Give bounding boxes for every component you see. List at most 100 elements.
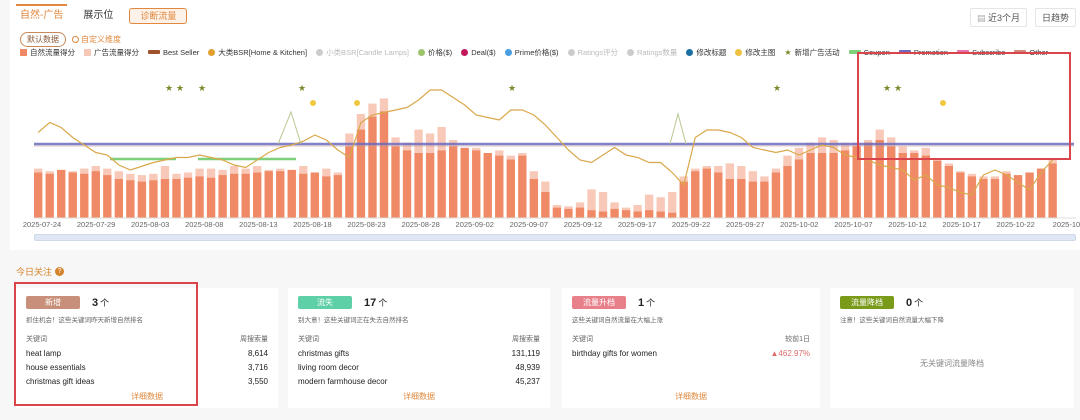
keyword-cell[interactable]: birthday gifts for women — [572, 349, 657, 358]
legend-item[interactable]: Promotion — [898, 48, 948, 57]
chart-controls: ▤ 近3个月 日趋势 — [969, 8, 1076, 27]
star-icon: ★ — [773, 83, 781, 93]
legend-item[interactable]: ★ 新增广告活动 — [784, 47, 840, 57]
tab-placement[interactable]: 展示位 — [83, 10, 114, 21]
legend-item[interactable]: 修改主图 — [735, 47, 775, 58]
x-axis-tick: 2025-10-17 — [942, 220, 981, 229]
legend-item[interactable]: 价格($) — [418, 47, 452, 58]
x-axis-tick: 2025-08-13 — [239, 220, 278, 229]
x-axis-tick: 2025-08-23 — [347, 220, 386, 229]
bar-swatch-icon — [148, 50, 160, 54]
dot-swatch-icon — [686, 48, 694, 56]
custom-metrics-button[interactable]: 自定义维度 — [72, 34, 121, 45]
question-icon[interactable]: ? — [55, 267, 65, 276]
status-badge: 流量升档 — [572, 295, 626, 309]
settings-icon — [72, 36, 79, 43]
bar-swatch-icon — [848, 50, 861, 54]
table-header: 关键词 周搜索量 — [298, 336, 540, 343]
legend-item[interactable]: 小类BSR[Candle Lamps] — [316, 47, 409, 58]
table-row[interactable]: living room decor 48,939 — [298, 363, 540, 372]
granularity-select[interactable]: 日趋势 — [1034, 8, 1076, 27]
x-axis-tick: 2025-07-29 — [76, 220, 116, 229]
x-axis-tick: 2025-09-02 — [455, 220, 494, 229]
legend-item[interactable]: Ratings数量 — [626, 47, 677, 58]
metric-toolbar: 默认数据 自定义维度 — [20, 32, 121, 47]
legend-item[interactable]: Other — [1014, 48, 1048, 57]
legend-item[interactable]: Ratings评分 — [567, 47, 618, 58]
today-focus-title: 今日关注 ? — [16, 265, 65, 278]
x-axis-tick: 2025-08-03 — [130, 220, 170, 229]
x-axis-tick: 2025-08-18 — [293, 220, 332, 229]
detail-data-link[interactable]: 详细数据 — [675, 392, 707, 401]
star-icon: ★ — [298, 83, 306, 93]
x-axis-tick: 2025-09-07 — [509, 220, 549, 229]
table-row[interactable]: house essentials 3,716 — [26, 363, 268, 372]
table-row[interactable]: birthday gifts for women ▲462.97% — [572, 349, 810, 358]
x-axis-tick: 2025-08-08 — [185, 220, 224, 229]
card-description: 别大意！这些关键词正在失去自然排名 — [298, 317, 409, 324]
image-change-dot-icon — [354, 100, 360, 106]
x-axis-tick: 2025-10-12 — [888, 220, 927, 229]
keyword-cell[interactable]: house essentials — [26, 363, 86, 372]
dot-swatch-icon — [567, 48, 575, 56]
dot-swatch-icon — [626, 48, 634, 56]
table-row[interactable]: christmas gift ideas 3,550 — [26, 377, 268, 386]
x-axis-tick: 2025-09-27 — [726, 220, 765, 229]
x-axis-tick: 2025-10-22 — [996, 220, 1035, 229]
table-row[interactable]: heat lamp 8,614 — [26, 349, 268, 358]
detail-data-link[interactable]: 详细数据 — [403, 392, 435, 401]
legend-item[interactable]: 大类BSR[Home & Kitchen] — [208, 47, 307, 58]
keyword-cell[interactable]: christmas gift ideas — [26, 377, 95, 386]
star-icon: ★ — [883, 83, 891, 93]
keyword-cell[interactable]: heat lamp — [26, 349, 62, 358]
legend-item[interactable]: Best Seller — [148, 48, 199, 57]
diagnose-traffic-button[interactable]: 诊断流量 — [129, 8, 188, 24]
x-axis-tick: 2025-09-17 — [617, 220, 657, 229]
traffic-trend-chart: ★ ★ ★ ★ ★ ★ ★ ★ — [34, 83, 1076, 219]
value-cell: 45,237 — [515, 377, 540, 386]
x-axis-tick: 2025-10-02 — [780, 220, 819, 229]
value-cell: 3,550 — [247, 377, 268, 386]
legend-item[interactable]: Coupon — [848, 48, 890, 57]
legend-item[interactable]: Deal($) — [461, 48, 496, 57]
star-icon: ★ — [165, 83, 173, 93]
keyword-cell[interactable]: christmas gifts — [298, 349, 350, 358]
legend-item[interactable]: Subscribe — [957, 48, 1005, 57]
table-header: 关键词 周搜索量 — [26, 336, 268, 343]
star-icon: ★ — [894, 83, 902, 93]
date-range-select[interactable]: ▤ 近3个月 — [969, 8, 1027, 27]
square-swatch-icon — [20, 48, 27, 56]
default-data-button[interactable]: 默认数据 — [20, 32, 66, 47]
card-description: 注意！这些关键词自然流量大幅下降 — [840, 317, 944, 324]
keyword-cell[interactable]: living room decor — [298, 363, 359, 372]
dot-swatch-icon — [461, 48, 469, 56]
dot-swatch-icon — [418, 48, 426, 56]
star-icon: ★ — [176, 83, 184, 93]
legend-item[interactable]: 修改标题 — [686, 47, 726, 58]
dot-swatch-icon — [504, 48, 512, 56]
x-axis-tick: 2025-08-28 — [401, 220, 440, 229]
keyword-cell[interactable]: modern farmhouse decor — [298, 377, 388, 386]
detail-data-link[interactable]: 详细数据 — [131, 392, 163, 401]
legend-item[interactable]: 广告流量得分 — [84, 47, 139, 58]
table-row[interactable]: modern farmhouse decor 45,237 — [298, 377, 540, 386]
image-change-dot-icon — [310, 100, 316, 106]
legend-item[interactable]: Prime价格($) — [504, 47, 559, 58]
value-cell: 3,716 — [247, 363, 268, 372]
chart-zoom-scrollbar[interactable] — [34, 234, 1076, 241]
chart-legend: 自然流量得分 广告流量得分 Best Seller 大类BSR[Home & Kitc… — [20, 45, 1070, 59]
table-row[interactable]: christmas gifts 131,119 — [298, 349, 540, 358]
card-description: 这些关键词自然流量在大幅上涨 — [572, 317, 663, 324]
x-axis-tick: 2025-10-07 — [834, 220, 873, 229]
legend-item[interactable]: 自然流量得分 — [20, 47, 75, 58]
dot-swatch-icon — [735, 48, 743, 56]
tab-organic-ad[interactable]: 自然-广告 — [10, 0, 73, 32]
bar-swatch-icon — [957, 50, 970, 54]
bar-swatch-icon — [1014, 50, 1027, 54]
value-cell: 48,939 — [515, 363, 540, 372]
